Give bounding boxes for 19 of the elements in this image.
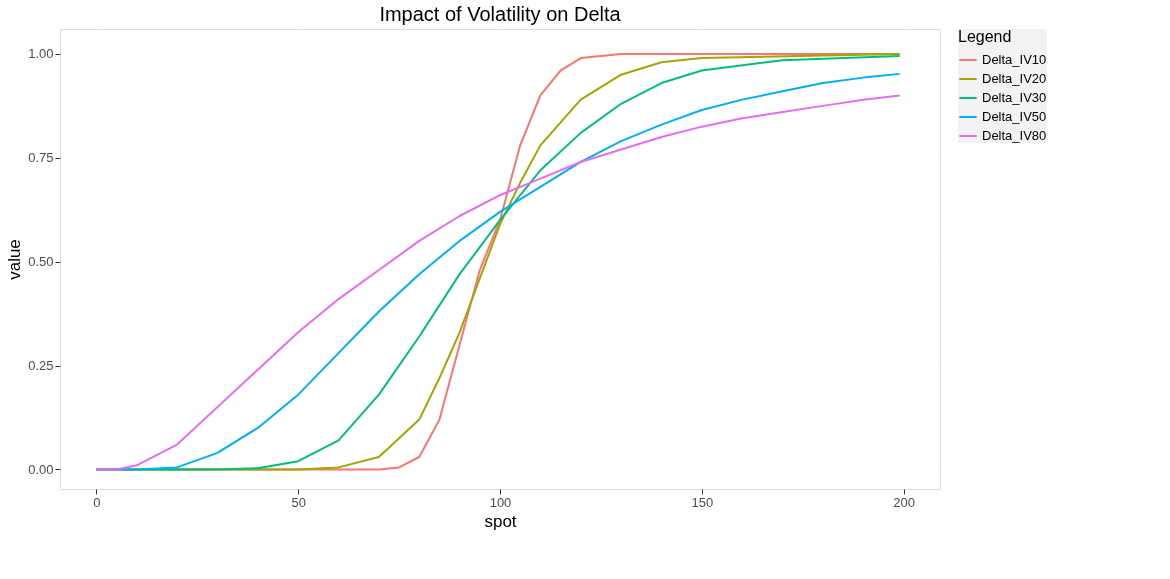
x-tick-label: 50: [291, 494, 306, 510]
y-tick-label: 0.75: [28, 150, 54, 166]
x-tick-label: 100: [489, 494, 512, 510]
legend-title: Legend: [958, 28, 1012, 45]
y-tick-label: 0.25: [28, 358, 54, 374]
y-tick-label: 0.00: [28, 461, 54, 477]
x-tick-label: 200: [893, 494, 916, 510]
legend-label: Delta_IV30: [982, 90, 1047, 105]
y-tick-label: 0.50: [28, 254, 54, 270]
legend-label: Delta_IV20: [982, 71, 1047, 86]
x-axis-title: spot: [484, 511, 517, 531]
legend-label: Delta_IV50: [982, 109, 1047, 124]
y-tick-label: 1.00: [28, 46, 54, 62]
y-axis-title: value: [5, 239, 25, 280]
chart-title: Impact of Volatility on Delta: [379, 3, 622, 25]
x-tick-label: 0: [93, 494, 101, 510]
legend-label: Delta_IV80: [982, 128, 1047, 143]
legend-label: Delta_IV10: [982, 52, 1047, 67]
x-tick-label: 150: [691, 494, 714, 510]
